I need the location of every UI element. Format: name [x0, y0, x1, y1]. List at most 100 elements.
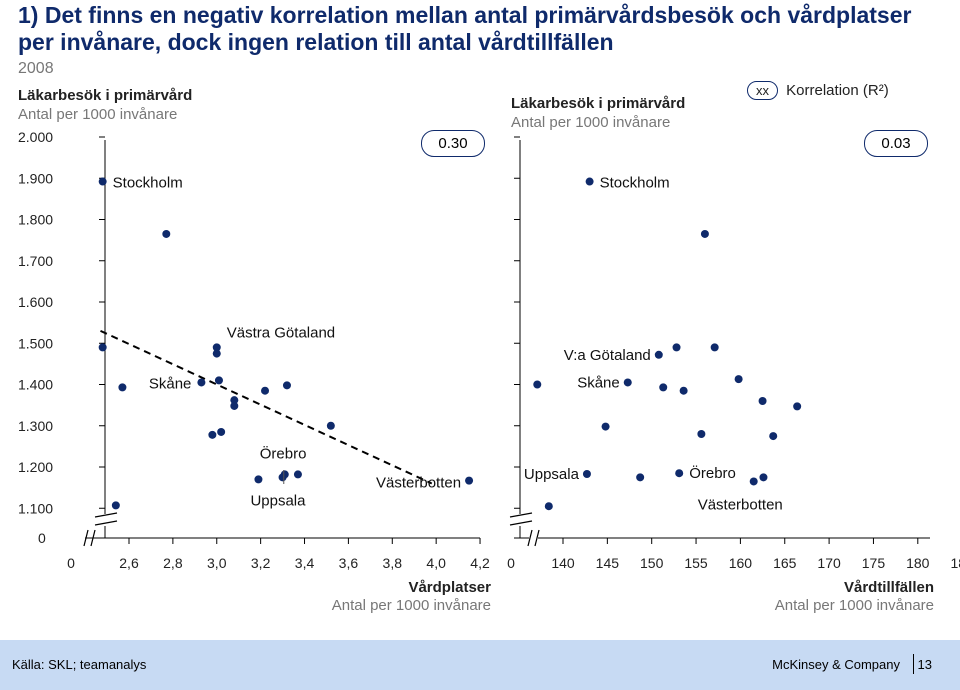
y-tick-label: 1.100	[18, 500, 53, 516]
left-data-point	[465, 476, 474, 485]
left-data-point	[197, 378, 206, 387]
right-y-axis-title: Läkarbesök i primärvård Antal per 1000 i…	[511, 94, 685, 132]
left-x-tick-label: 3,4	[295, 555, 315, 571]
right-data-point	[679, 386, 688, 395]
left-y-axis-sublabel: Antal per 1000 invånare	[18, 106, 178, 123]
year-subtitle: 2008	[18, 60, 54, 77]
left-x-tick-label: 3,0	[207, 555, 227, 571]
y-tick-label: 1.400	[18, 377, 53, 393]
right-data-point	[636, 473, 645, 482]
left-data-point	[280, 470, 289, 479]
right-data-point	[654, 350, 663, 359]
left-y-break-mark	[94, 520, 118, 526]
left-data-point	[261, 386, 270, 395]
right-x-axis-label: Vårdtillfällen	[843, 579, 934, 596]
right-x-break-mark	[527, 529, 533, 547]
right-point-label: Västerbotten	[698, 496, 783, 513]
charts-canvas: 2.000 1.900 1.800 1.700 1.600 1.500 1.400 1.300…	[18, 129, 960, 571]
left-data-point	[162, 229, 171, 238]
right-data-point	[758, 397, 767, 405]
left-data-point	[293, 470, 302, 479]
legend: xx Korrelation (R²)	[747, 81, 889, 100]
left-trendline	[100, 329, 433, 485]
left-data-point	[111, 501, 120, 510]
right-data-point	[710, 343, 719, 352]
left-x-break-mark	[83, 529, 89, 547]
right-data-point	[697, 430, 706, 438]
right-data-point	[769, 432, 778, 441]
y-tick-label: 1.700	[18, 253, 53, 269]
right-data-point	[759, 473, 768, 482]
left-x-tick-label: 3,6	[339, 555, 359, 571]
right-data-point	[793, 402, 802, 411]
y-tick-label: 1.600	[18, 294, 53, 310]
left-x-tick-label: 2,8	[163, 555, 183, 571]
left-x-axis-sublabel: Antal per 1000 invånare	[331, 597, 491, 614]
left-x-axis-label: Vårdplatser	[408, 579, 491, 596]
left-point-label: Uppsala	[250, 492, 306, 509]
right-x-tick-label: 175	[862, 555, 886, 571]
right-y-break-mark	[509, 520, 533, 526]
y-tick-label: 2.000	[18, 129, 53, 145]
right-data-point	[700, 229, 709, 238]
left-correlation-badge: 0.30	[421, 130, 485, 157]
left-x-tick-label: 3,8	[383, 555, 403, 571]
left-point-label: Skåne	[149, 375, 192, 392]
right-data-point	[734, 375, 743, 384]
y-tick-label: 1.900	[18, 170, 53, 186]
left-y-break-mark	[94, 512, 118, 518]
footer-separator	[913, 654, 914, 674]
legend-label: Korrelation (R²)	[786, 82, 889, 99]
page-title: 1) Det finns en negativ korrelation mell…	[18, 2, 912, 55]
right-data-point	[675, 469, 684, 478]
left-point-label: Stockholm	[113, 175, 183, 192]
legend-marker: xx	[747, 81, 778, 100]
left-data-point	[217, 427, 226, 436]
right-point-label: Örebro	[689, 464, 736, 482]
right-point-label: Stockholm	[600, 175, 670, 192]
right-point-label: Uppsala	[524, 466, 580, 483]
left-x-tick-label: 3,2	[251, 555, 271, 571]
left-x-break-mark	[90, 529, 96, 547]
right-x-tick-label: 160	[729, 555, 753, 571]
right-data-point	[623, 378, 632, 387]
right-point-label: Skåne	[577, 374, 620, 391]
footer-brand: McKinsey & Company	[772, 657, 900, 672]
right-x-zero-label: 0	[507, 555, 515, 571]
right-x-tick-label: 180	[906, 555, 930, 571]
right-data-point	[585, 177, 594, 186]
right-x-tick-label: 185	[950, 555, 960, 571]
right-data-point	[672, 343, 681, 352]
left-data-point	[208, 430, 217, 439]
left-data-point	[212, 349, 221, 358]
right-x-tick-label: 150	[640, 555, 664, 571]
right-y-axis-sublabel: Antal per 1000 invånare	[511, 114, 671, 131]
right-x-tick-label: 140	[551, 555, 575, 571]
right-correlation-badge: 0.03	[864, 130, 928, 157]
right-x-tick-label: 165	[773, 555, 797, 571]
right-x-axis-sublabel: Antal per 1000 invånare	[774, 597, 934, 614]
left-y-axis-label: Läkarbesök i primärvård	[18, 87, 193, 104]
left-data-point	[98, 177, 107, 186]
left-x-tick-label: 4,2	[470, 555, 490, 571]
right-data-point	[749, 477, 758, 486]
right-data-point	[659, 383, 668, 392]
left-data-point	[230, 401, 239, 410]
page-number: 13	[917, 657, 932, 672]
y-tick-label: 1.300	[18, 418, 53, 434]
left-point-label: Västerbotten	[376, 475, 461, 492]
left-data-point	[212, 343, 221, 352]
right-x-tick-label: 155	[684, 555, 708, 571]
left-x-tick-label: 4,0	[426, 555, 446, 571]
left-y-axis-title: Läkarbesök i primärvård Antal per 1000 i…	[18, 86, 192, 124]
left-data-point	[326, 421, 335, 430]
footer-source: Källa: SKL; teamanalys	[12, 657, 147, 672]
y-zero-label: 0	[38, 530, 46, 546]
left-x-tick-label: 2,6	[119, 555, 139, 571]
right-data-point	[533, 380, 542, 389]
right-y-break-mark	[509, 512, 533, 518]
right-data-point	[601, 422, 610, 431]
left-data-point	[214, 376, 223, 385]
left-point-label: Västra Götaland	[227, 325, 335, 342]
left-data-point	[98, 343, 107, 352]
